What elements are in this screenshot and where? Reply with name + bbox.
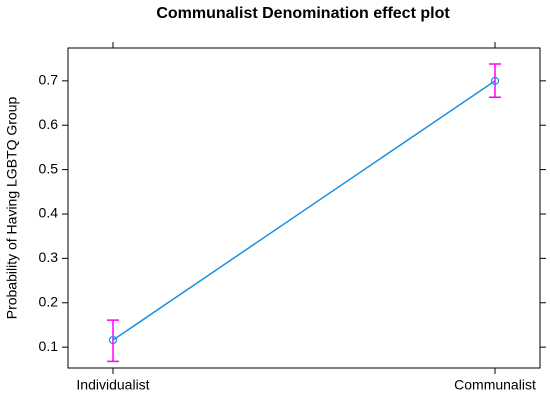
error-bar	[107, 319, 119, 363]
error-bar	[489, 63, 501, 99]
x-tick-label: Communalist	[454, 377, 536, 393]
y-tick-label: 0.6	[39, 116, 59, 132]
point	[108, 335, 118, 345]
series-line	[112, 80, 496, 341]
y-tick-label: 0.1	[39, 338, 59, 354]
y-tick-label: 0.2	[39, 293, 59, 309]
y-tick-label: 0.5	[39, 160, 59, 176]
y-tick-label: 0.7	[39, 72, 59, 88]
point	[490, 76, 500, 85]
x-tick-label: Individualist	[76, 377, 149, 393]
plot-frame	[67, 47, 541, 369]
y-tick-label: 0.4	[39, 205, 59, 221]
y-axis-label: Probability of Having LGBTQ Group	[4, 97, 20, 320]
y-tick-label: 0.3	[39, 249, 59, 265]
chart-title: Communalist Denomination effect plot	[156, 5, 450, 22]
